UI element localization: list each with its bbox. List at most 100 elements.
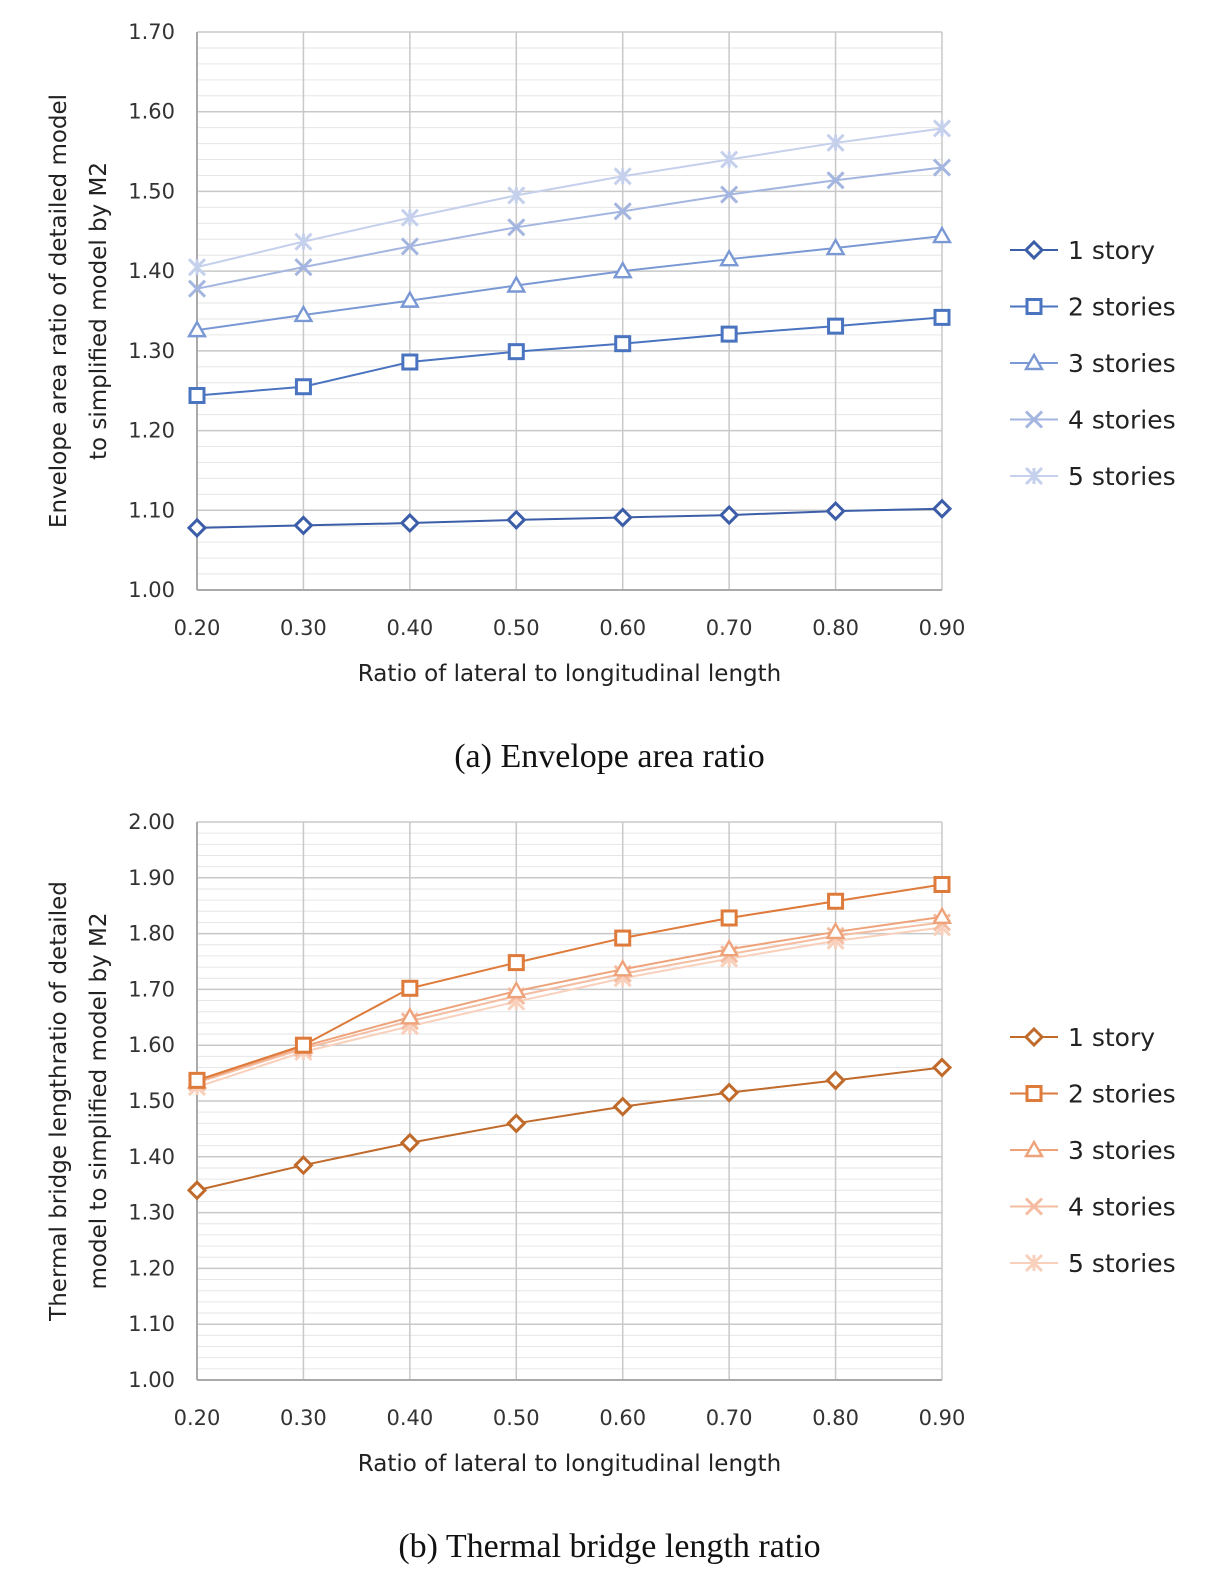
y-tick-label: 1.10	[128, 498, 175, 522]
legend-marker	[1024, 466, 1044, 486]
series-2	[188, 875, 951, 1089]
chart-a-caption: (a) Envelope area ratio	[454, 738, 765, 775]
data-point-marker	[294, 378, 312, 396]
series-line	[196, 127, 943, 269]
data-point-marker	[826, 133, 845, 152]
data-point-marker	[506, 509, 527, 530]
data-point-marker	[931, 1057, 953, 1078]
y-tick-label: 1.20	[128, 419, 175, 443]
y-tick-label: 1.20	[128, 1256, 175, 1280]
legend-label: 1 story	[1068, 1023, 1155, 1052]
chart-b-caption: (b) Thermal bridge length ratio	[398, 1528, 821, 1565]
data-point-marker	[187, 258, 207, 277]
data-point-marker	[614, 929, 632, 947]
legend-label: 5 stories	[1068, 1249, 1176, 1278]
legend-item: 1 story	[1010, 236, 1155, 265]
x-tick-label: 0.50	[493, 616, 540, 640]
legend-marker	[1024, 1253, 1044, 1273]
data-point-marker	[294, 1036, 312, 1054]
series-5	[187, 119, 952, 277]
legend-label: 2 stories	[1068, 293, 1176, 322]
series-line	[196, 316, 943, 397]
data-point-marker	[827, 892, 845, 910]
y-tick-label: 1.30	[128, 1201, 175, 1225]
data-point-marker	[400, 208, 419, 227]
legend-item: 2 stories	[1010, 293, 1176, 322]
legend-marker	[1024, 410, 1044, 429]
x-axis-title: Ratio of lateral to longitudinal length	[358, 1451, 781, 1477]
y-axis-title-line: Thermal bridge lengthratio of detailed	[46, 881, 72, 1322]
data-point-marker	[400, 237, 419, 256]
y-tick-label: 1.00	[128, 1368, 175, 1392]
data-point-marker	[826, 171, 845, 190]
legend-marker	[1023, 352, 1045, 371]
y-axis-title-line: model to simplified model by M2	[86, 913, 112, 1290]
data-point-marker	[186, 1180, 208, 1201]
legend-marker	[1023, 239, 1045, 261]
data-point-marker	[401, 353, 419, 371]
data-point-marker	[507, 954, 525, 972]
thermal-bridge-ratio-chart: 1.00 1.10 1.20 1.30 1.40 1.50 1.60 1.70 1.80 1.90…	[46, 810, 1176, 1477]
legend-label: 3 stories	[1068, 349, 1176, 378]
data-point-marker	[188, 1071, 206, 1089]
legend-label: 3 stories	[1068, 1136, 1176, 1165]
series-line	[196, 921, 943, 1084]
series-line	[196, 166, 943, 290]
data-point-marker	[506, 275, 527, 293]
data-point-marker	[932, 158, 952, 177]
x-axis-title: Ratio of lateral to longitudinal length	[358, 661, 781, 687]
x-tick-label: 0.80	[812, 616, 859, 640]
y-tick-label: 1.50	[128, 179, 175, 203]
x-tick-label: 0.40	[386, 1406, 433, 1430]
y-axis-title-line: to simplified model by M2	[86, 162, 112, 460]
series-1	[186, 498, 953, 538]
legend-item: 5 stories	[1010, 1249, 1176, 1278]
data-point-marker	[825, 921, 846, 940]
y-tick-label: 1.30	[128, 339, 175, 363]
data-point-marker	[293, 515, 314, 536]
data-point-marker	[931, 225, 953, 244]
series-3	[186, 225, 953, 338]
data-point-marker	[932, 119, 952, 138]
y-tick-label: 1.50	[128, 1089, 175, 1113]
series-2	[188, 308, 951, 404]
legend-item: 5 stories	[1010, 462, 1176, 491]
data-point-marker	[186, 319, 208, 338]
data-point-marker	[507, 343, 525, 361]
data-point-marker	[507, 218, 526, 237]
x-tick-label: 0.70	[706, 1406, 753, 1430]
series-line	[196, 883, 943, 1082]
y-axis-title-line: Envelope area ratio of detailed model	[46, 94, 72, 528]
series-line	[196, 1066, 943, 1192]
data-point-marker	[293, 1155, 314, 1176]
legend-item: 4 stories	[1010, 1193, 1176, 1222]
y-tick-label: 1.70	[128, 20, 175, 44]
data-point-marker	[613, 202, 632, 221]
data-point-marker	[294, 232, 313, 251]
legend-label: 1 story	[1068, 236, 1155, 265]
y-tick-label: 1.60	[128, 100, 175, 124]
series-line	[196, 926, 943, 1088]
data-point-marker	[931, 906, 953, 925]
series-line	[196, 507, 943, 529]
data-point-marker	[399, 1132, 420, 1153]
data-point-marker	[825, 1070, 846, 1091]
data-point-marker	[614, 335, 632, 353]
data-point-marker	[506, 1113, 527, 1134]
x-tick-label: 0.80	[812, 1406, 859, 1430]
series-1	[186, 1057, 953, 1201]
data-point-marker	[399, 1006, 420, 1025]
legend-label: 4 stories	[1068, 1193, 1176, 1222]
y-tick-label: 2.00	[128, 810, 175, 834]
series-line	[196, 915, 943, 1083]
data-point-marker	[612, 507, 633, 528]
x-tick-label: 0.30	[280, 616, 327, 640]
x-tick-label: 0.90	[919, 1406, 966, 1430]
legend-item: 3 stories	[1010, 1136, 1176, 1165]
data-point-marker	[399, 512, 420, 534]
y-tick-label: 1.60	[128, 1033, 175, 1057]
data-point-marker	[186, 517, 208, 538]
x-tick-label: 0.90	[919, 616, 966, 640]
data-point-marker	[719, 938, 740, 957]
y-tick-label: 1.40	[128, 1145, 175, 1169]
